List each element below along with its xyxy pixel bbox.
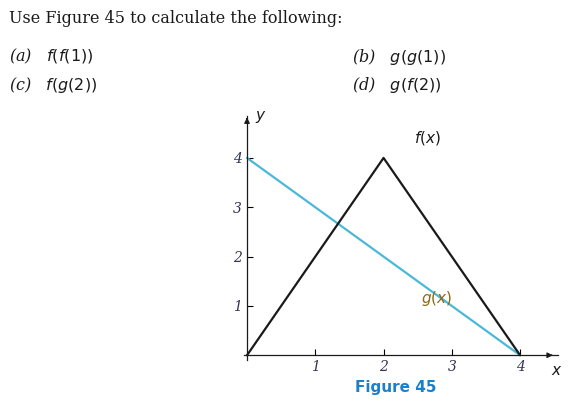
Text: $y$: $y$ [255, 109, 266, 125]
Text: Use Figure 45 to calculate the following:: Use Figure 45 to calculate the following… [9, 10, 342, 27]
Text: (b)   $g(g(1))$: (b) $g(g(1))$ [352, 47, 446, 67]
Text: (a)   $f(f(1))$: (a) $f(f(1))$ [9, 47, 93, 66]
Text: $g(x)$: $g(x)$ [421, 289, 453, 308]
Text: (c)   $f(g(2))$: (c) $f(g(2))$ [9, 75, 97, 95]
Text: $f(x)$: $f(x)$ [414, 129, 441, 147]
Text: $x$: $x$ [551, 364, 562, 378]
Text: Figure 45: Figure 45 [356, 380, 437, 395]
Text: (d)   $g(f(2))$: (d) $g(f(2))$ [352, 75, 442, 95]
